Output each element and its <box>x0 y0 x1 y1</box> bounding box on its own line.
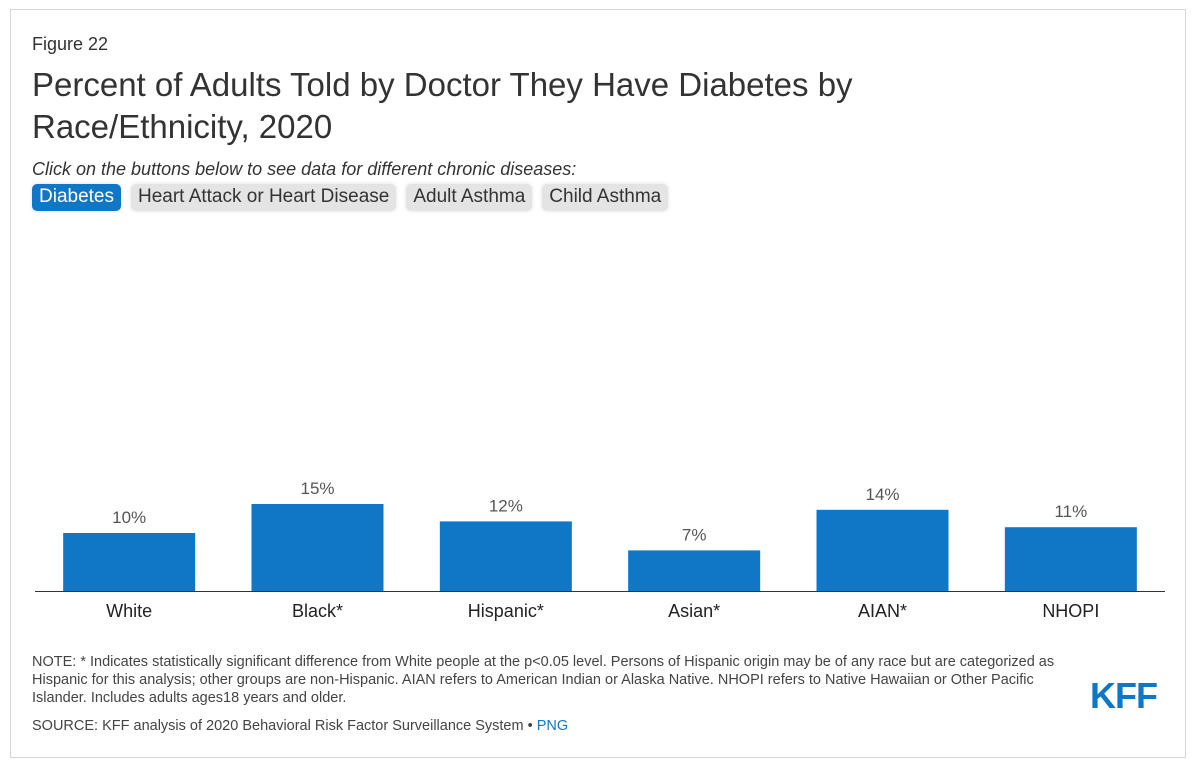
instruction-text: Click on the buttons below to see data f… <box>32 159 577 179</box>
adult-asthma-button[interactable]: Adult Asthma <box>406 184 533 211</box>
png-link[interactable]: PNG <box>536 718 569 734</box>
heart-disease-button[interactable]: Heart Attack or Heart Disease <box>131 184 397 211</box>
chart-source: SOURCE: KFF analysis of 2020 Behavioral … <box>32 717 568 735</box>
chart-title: Percent of Adults Told by Doctor They Ha… <box>32 66 853 145</box>
source-text: SOURCE: KFF analysis of 2020 Behavioral … <box>32 718 533 734</box>
figure-label: Figure 22 <box>32 34 109 54</box>
diabetes-button[interactable]: Diabetes <box>32 184 121 211</box>
chart-note: NOTE: * Indicates statistically signific… <box>32 654 1055 706</box>
kff-logo: KFF <box>1090 675 1158 716</box>
disease-button-group: Diabetes Heart Attack or Heart Disease A… <box>32 184 669 211</box>
child-asthma-button[interactable]: Child Asthma <box>542 184 669 211</box>
figure-frame <box>10 9 1186 758</box>
